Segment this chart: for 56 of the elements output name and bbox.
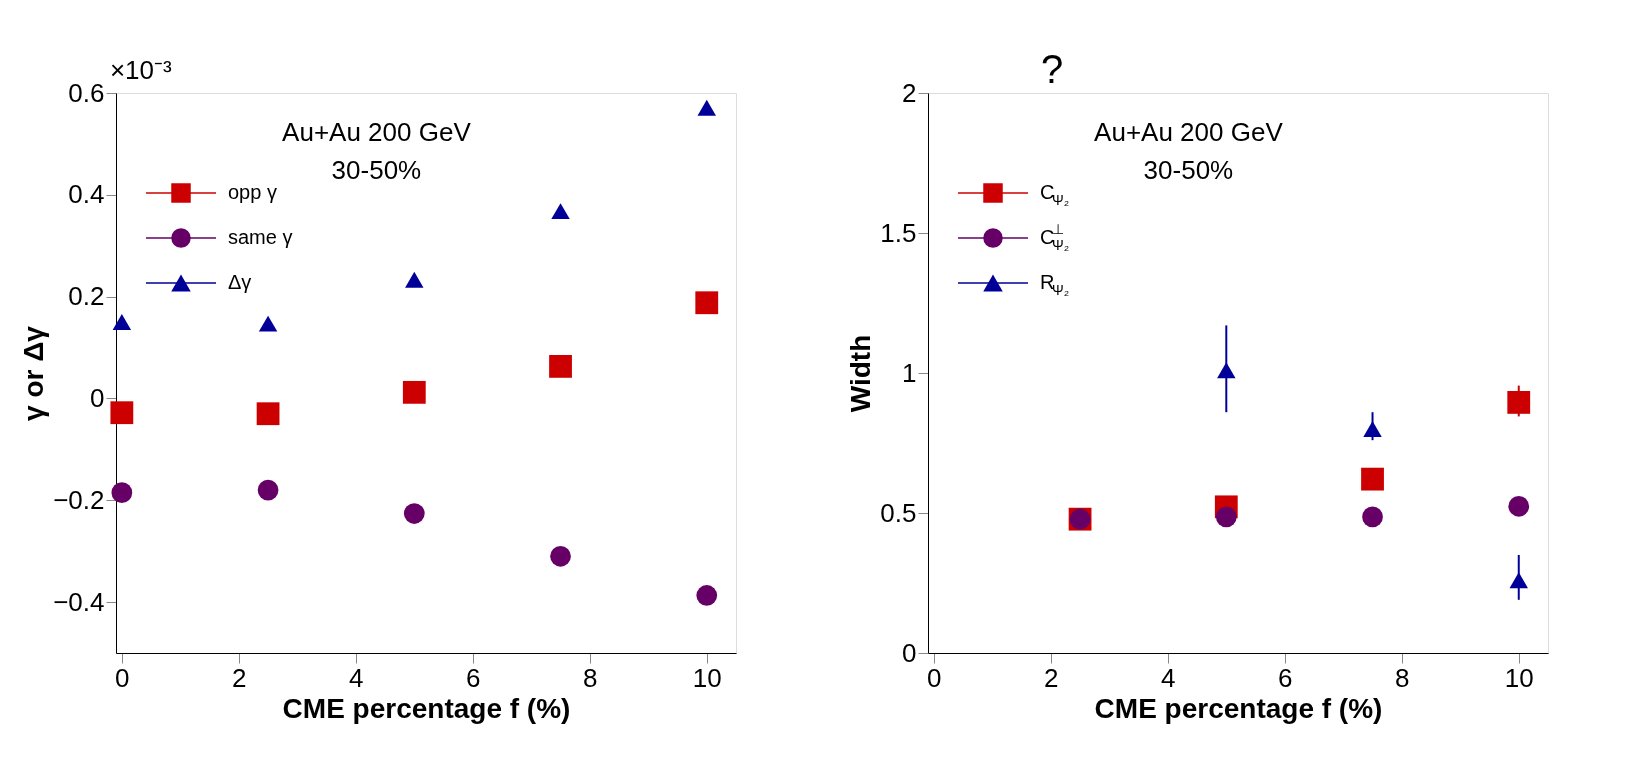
point — [1361, 467, 1384, 491]
point — [256, 402, 280, 426]
point — [1507, 391, 1531, 414]
legend-label: same γ — [228, 226, 293, 248]
point — [403, 503, 425, 524]
annotation: 30-50% — [1143, 155, 1234, 185]
x-tick-label: 4 — [349, 662, 364, 693]
x-tick-label: 6 — [466, 662, 481, 693]
point — [402, 380, 426, 404]
y-tick-label: 0.6 — [68, 77, 105, 108]
point — [258, 315, 278, 332]
x-axis-title: CME percentage f (%) — [282, 692, 571, 724]
x-tick-label: 6 — [1278, 662, 1293, 693]
annotation: Au+Au 200 GeV — [282, 117, 472, 147]
point — [550, 545, 571, 567]
x-tick-label: 10 — [1504, 662, 1534, 693]
y-tick-label: 0.2 — [68, 281, 105, 312]
y-tick-label: −0.2 — [53, 484, 105, 515]
x-tick-label: 4 — [1161, 662, 1176, 693]
point — [257, 479, 279, 501]
point — [405, 271, 424, 288]
point — [112, 314, 132, 331]
y-axis-title: γ or Δγ — [18, 325, 50, 421]
x-tick-label: 2 — [1044, 662, 1059, 693]
text: ×10⁻³ — [109, 55, 173, 85]
point — [111, 482, 133, 503]
legend-label: Δγ — [228, 271, 252, 293]
y-tick-label: 2 — [902, 77, 917, 108]
y-tick-label: 0 — [902, 637, 917, 668]
point — [1508, 495, 1530, 517]
x-tick-label: 0 — [115, 662, 130, 693]
legend-label: opp γ — [228, 181, 277, 203]
point — [549, 354, 572, 378]
y-tick-label: 0 — [90, 382, 105, 413]
point — [1362, 506, 1383, 528]
x-tick-label: 8 — [1395, 662, 1410, 693]
point — [1215, 506, 1237, 528]
x-axis-title: CME percentage f (%) — [1094, 692, 1383, 724]
annotation: 30-50% — [331, 155, 422, 185]
y-axis-title: Width — [845, 334, 877, 413]
y-tick-label: 1 — [902, 357, 917, 388]
y-tick-label: 1.5 — [880, 217, 917, 248]
annotation: Au+Au 200 GeV — [1094, 117, 1284, 147]
x-tick-label: 0 — [927, 662, 942, 693]
point — [695, 291, 719, 315]
x-tick-label: 2 — [232, 662, 247, 693]
point — [551, 203, 570, 220]
y-tick-label: 0.4 — [68, 179, 105, 210]
y-tick-label: 0.5 — [880, 497, 917, 528]
point — [110, 401, 134, 425]
point — [696, 585, 718, 606]
y-tick-label: −0.4 — [53, 586, 105, 617]
x-tick-label: 8 — [583, 662, 598, 693]
x-tick-label: 10 — [692, 662, 722, 693]
point — [697, 99, 716, 116]
text: ? — [1040, 47, 1064, 91]
